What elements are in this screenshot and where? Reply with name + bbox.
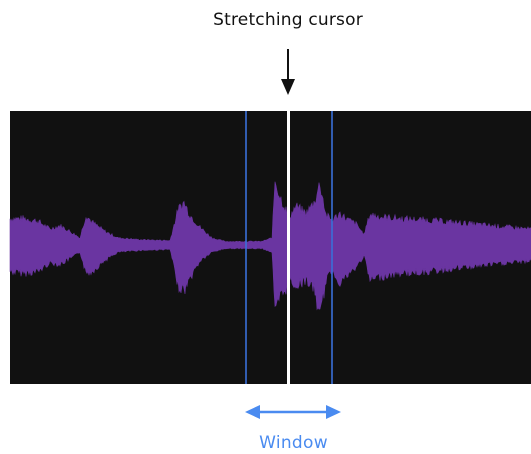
audio-waveform (9, 181, 531, 311)
arrow-down-icon (281, 49, 295, 95)
double-arrow-horizontal-icon (245, 405, 341, 419)
stretching-cursor-label: Stretching cursor (213, 10, 363, 30)
window-label: Window (259, 433, 328, 453)
